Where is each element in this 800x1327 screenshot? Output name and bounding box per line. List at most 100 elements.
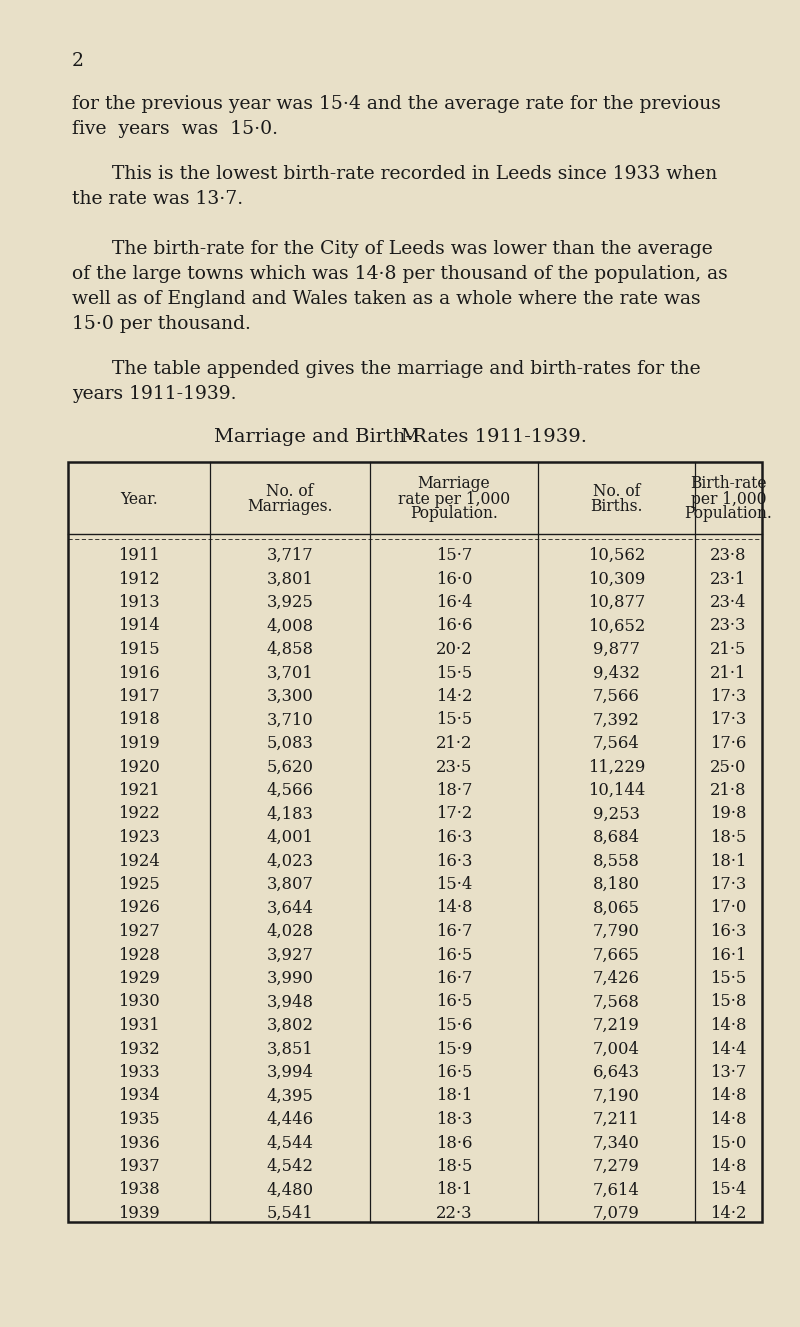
Text: 16·6: 16·6 [436,617,472,634]
Text: 7,279: 7,279 [593,1158,640,1174]
Text: 1920: 1920 [118,759,160,775]
Text: 25·0: 25·0 [710,759,746,775]
Text: rate per 1,000: rate per 1,000 [398,491,510,507]
Text: 14·2: 14·2 [436,687,472,705]
Text: 23·1: 23·1 [710,571,746,588]
Text: 1933: 1933 [118,1064,160,1082]
Text: 3,801: 3,801 [266,571,314,588]
Text: 1939: 1939 [118,1205,160,1222]
Text: 4,008: 4,008 [266,617,314,634]
Text: 1919: 1919 [118,735,160,752]
Text: Marriage: Marriage [418,475,490,492]
Text: ​Marriage and Birth-Rates 1911-1939.: ​Marriage and Birth-Rates 1911-1939. [214,429,586,446]
Text: 20·2: 20·2 [436,641,472,658]
Text: Population.: Population. [685,506,773,523]
Text: 14·8: 14·8 [710,1158,746,1174]
Text: 5,083: 5,083 [266,735,314,752]
Text: 1937: 1937 [118,1158,160,1174]
Text: 15·4: 15·4 [710,1181,746,1198]
Text: 5,620: 5,620 [266,759,314,775]
Text: 15·9: 15·9 [436,1040,472,1058]
Text: 15·0 per thousand.: 15·0 per thousand. [72,314,251,333]
Text: 10,652: 10,652 [588,617,645,634]
Text: 3,851: 3,851 [266,1040,314,1058]
Text: 4,001: 4,001 [266,829,314,847]
Text: 15·7: 15·7 [436,547,472,564]
Text: 17·3: 17·3 [710,687,746,705]
Text: Births.: Births. [590,498,642,515]
Text: 11,229: 11,229 [588,759,645,775]
Text: 1938: 1938 [118,1181,160,1198]
Text: 4,183: 4,183 [266,805,314,823]
Text: 1912: 1912 [118,571,160,588]
Text: 3,717: 3,717 [266,547,314,564]
Text: 7,790: 7,790 [593,924,640,940]
Text: 16·3: 16·3 [436,829,472,847]
Text: 7,219: 7,219 [593,1016,640,1034]
Text: 16·3: 16·3 [710,924,746,940]
Text: 16·7: 16·7 [436,970,472,987]
Text: 9,253: 9,253 [593,805,640,823]
Text: 4,023: 4,023 [266,852,314,869]
Text: 7,614: 7,614 [593,1181,640,1198]
Text: 3,802: 3,802 [266,1016,314,1034]
Text: 1916: 1916 [118,665,160,682]
Bar [68,462,762,1221]
Text: 4,480: 4,480 [266,1181,314,1198]
Text: 15·6: 15·6 [436,1016,472,1034]
Text: 22·3: 22·3 [436,1205,472,1222]
Text: 1915: 1915 [118,641,160,658]
Text: 21·8: 21·8 [710,782,746,799]
Text: 1931: 1931 [118,1016,160,1034]
Text: 21·1: 21·1 [710,665,746,682]
Text: 7,566: 7,566 [593,687,640,705]
Text: 16·7: 16·7 [436,924,472,940]
Text: 7,426: 7,426 [593,970,640,987]
Text: 14·8: 14·8 [710,1088,746,1104]
Text: 3,925: 3,925 [266,594,314,610]
Text: 9,432: 9,432 [593,665,640,682]
Text: well as of England and Wales taken as a whole where the rate was: well as of England and Wales taken as a … [72,291,701,308]
Text: 18·7: 18·7 [436,782,472,799]
Text: 23·5: 23·5 [436,759,472,775]
Text: 3,927: 3,927 [266,946,314,963]
Text: 1927: 1927 [118,924,160,940]
Text: 19·8: 19·8 [710,805,746,823]
Text: 16·5: 16·5 [436,1064,472,1082]
Text: 15·4: 15·4 [436,876,472,893]
Text: 18·6: 18·6 [436,1135,472,1152]
Text: 9,877: 9,877 [593,641,640,658]
Text: No. of: No. of [266,483,314,500]
Text: 3,994: 3,994 [266,1064,314,1082]
Text: 18·1: 18·1 [436,1181,472,1198]
Text: 1935: 1935 [118,1111,160,1128]
Text: 13·7: 13·7 [710,1064,746,1082]
Text: 1914: 1914 [118,617,160,634]
Text: 10,877: 10,877 [588,594,645,610]
Text: 1911: 1911 [118,547,160,564]
Text: 16·3: 16·3 [436,852,472,869]
Text: 1929: 1929 [118,970,160,987]
Text: 17·2: 17·2 [436,805,472,823]
Text: 18·1: 18·1 [710,852,746,869]
Text: This is the lowest birth-rate recorded in Leeds since 1933 when: This is the lowest birth-rate recorded i… [112,165,718,183]
Text: for the previous year was 15·4 and the average rate for the previous: for the previous year was 15·4 and the a… [72,96,721,113]
Text: 1923: 1923 [118,829,160,847]
Text: 18·1: 18·1 [436,1088,472,1104]
Text: 1913: 1913 [118,594,160,610]
Text: 10,144: 10,144 [588,782,645,799]
Text: Birth-rate: Birth-rate [690,475,766,492]
Text: 1917: 1917 [118,687,160,705]
Text: 7,340: 7,340 [593,1135,640,1152]
Text: 16·1: 16·1 [710,946,746,963]
Text: 1921: 1921 [118,782,160,799]
Text: 2: 2 [72,52,84,70]
Text: 1934: 1934 [118,1088,160,1104]
Text: Marriages.: Marriages. [247,498,333,515]
Text: 15·5: 15·5 [436,711,472,729]
Text: 8,065: 8,065 [593,900,640,917]
Text: 21·2: 21·2 [436,735,472,752]
Text: 14·2: 14·2 [710,1205,746,1222]
Text: 15·8: 15·8 [710,994,746,1010]
Text: five  years  was  15·0.: five years was 15·0. [72,119,278,138]
